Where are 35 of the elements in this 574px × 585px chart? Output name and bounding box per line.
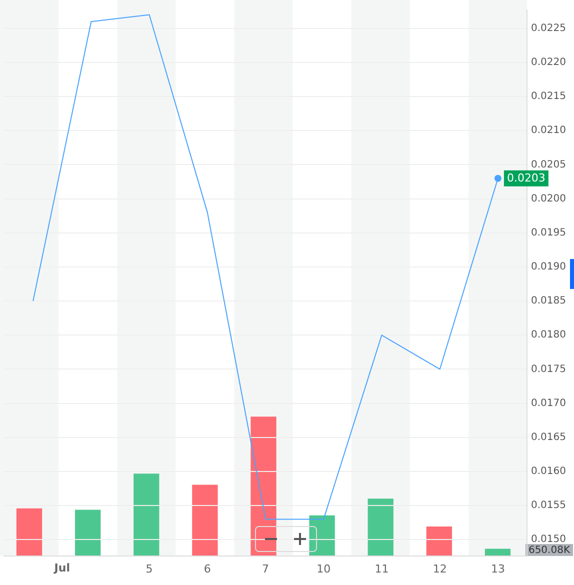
bar [250,416,276,556]
bar [75,510,101,556]
bar [484,548,511,556]
y-tick-label: 0.0200 [531,193,566,204]
y-tick-label: 0.0195 [531,227,566,238]
y-tick-label: 0.0175 [531,364,566,375]
x-tick-label: 13 [490,562,505,576]
y-tick-label: 0.0205 [531,159,566,170]
x-tick-label: 6 [204,562,211,576]
y-tick-label: 0.0160 [531,466,566,478]
x-tick-label: 11 [374,562,389,576]
x-tick-label: 10 [316,562,331,576]
y-tick-label: 0.0210 [531,125,566,136]
y-tick-label: 0.0185 [531,296,566,307]
y-tick-label: 0.0220 [531,57,566,68]
bar [192,484,218,556]
y-tick-label: 0.0215 [531,91,566,102]
y-tick-label: 0.0225 [531,23,566,34]
bar [16,508,42,556]
y-tick-label: 0.0180 [531,330,566,341]
bar [309,515,335,556]
y-tick-label: 0.0165 [531,432,566,443]
x-tick-label: 5 [146,562,153,576]
data-label: 0.0203 [506,172,546,185]
text: 650.08K [528,545,570,556]
bar [368,498,394,556]
x-tick-label: 7 [262,562,269,576]
y-tick-label: 0.0170 [531,398,566,409]
bar [134,474,160,556]
y-tick-label: 0.0150 [531,534,566,546]
x-tick-label: 12 [432,562,447,576]
y-tick-label: 0.0155 [531,500,566,512]
y-tick-label: 0.0190 [531,262,566,273]
text: Jul [53,561,70,574]
bar [426,526,452,556]
